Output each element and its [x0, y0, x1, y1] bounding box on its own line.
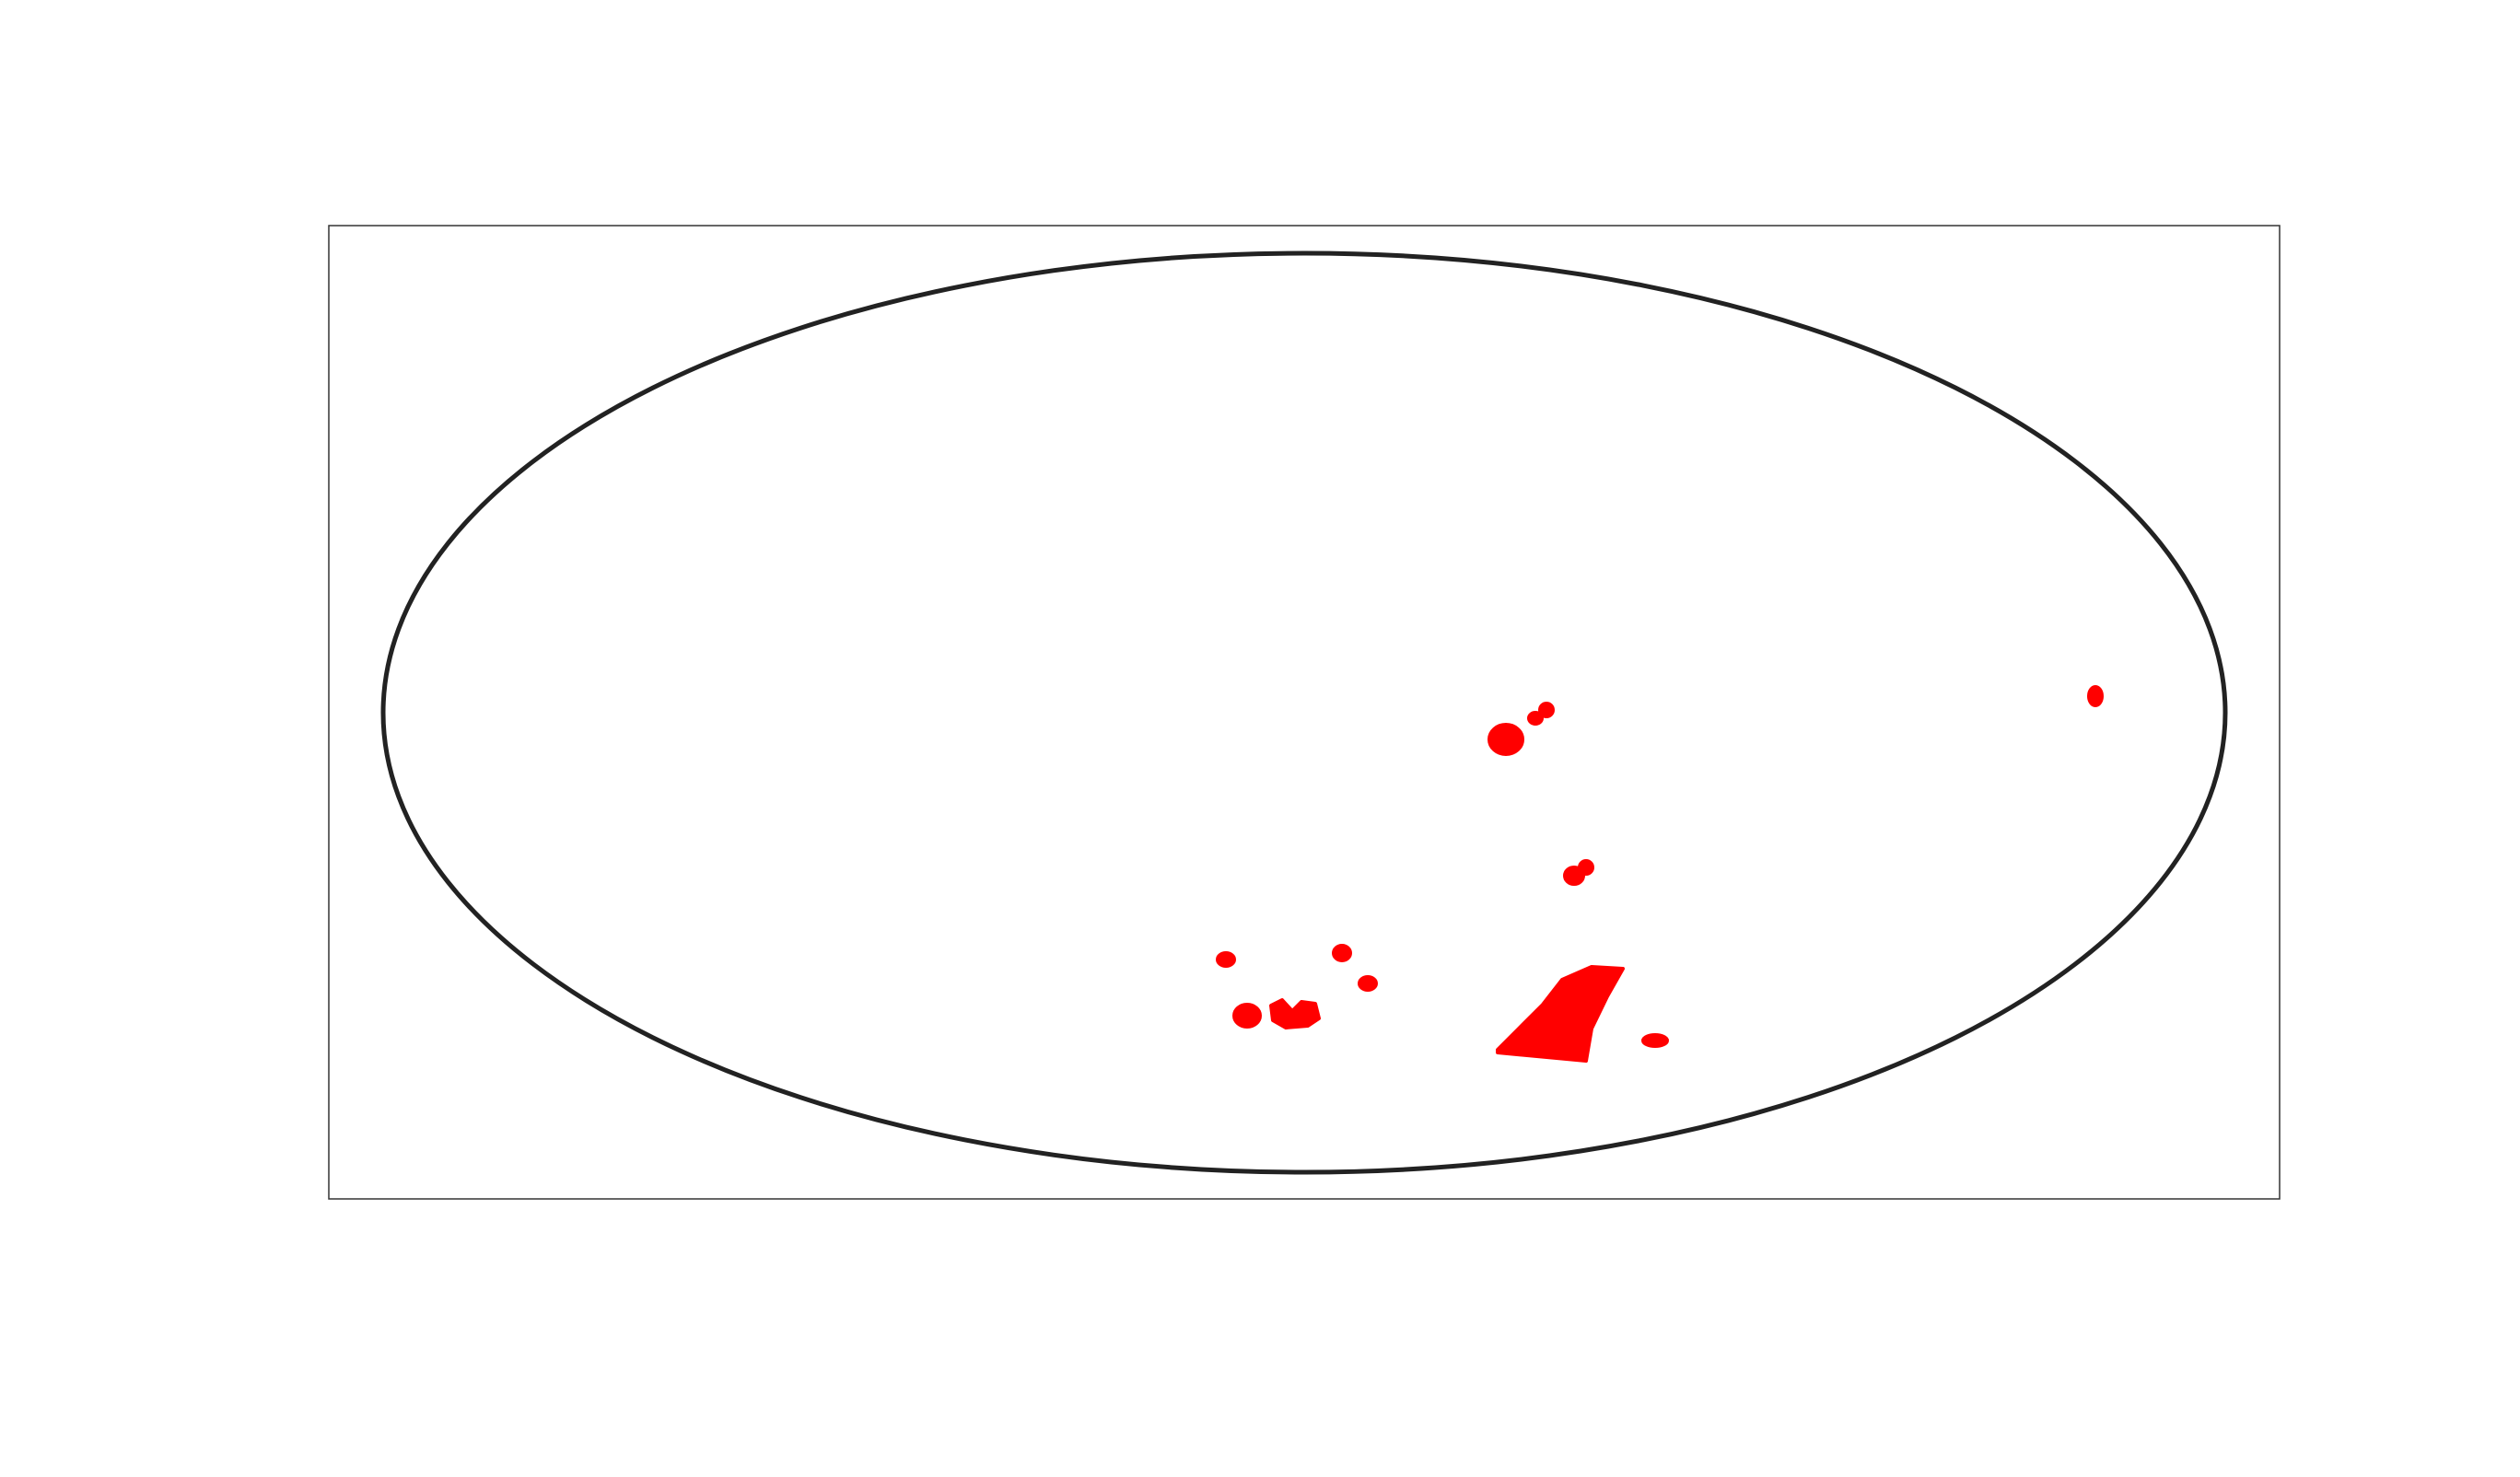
sky-boundary: [380, 250, 2228, 1175]
regions: [1216, 685, 2104, 1063]
region: [1232, 1003, 1262, 1029]
region: [1538, 702, 1555, 718]
region: [1578, 859, 1594, 876]
region: [1563, 866, 1585, 886]
plot-frame: [328, 225, 2281, 1200]
region: [1641, 1033, 1669, 1048]
region: [1358, 975, 1378, 992]
region: [1527, 711, 1544, 726]
region: [1332, 944, 1352, 962]
region: [1269, 998, 1321, 1029]
region: [1496, 965, 1625, 1063]
region: [1488, 723, 1524, 756]
region: [1216, 951, 1236, 968]
region: [2087, 685, 2104, 707]
